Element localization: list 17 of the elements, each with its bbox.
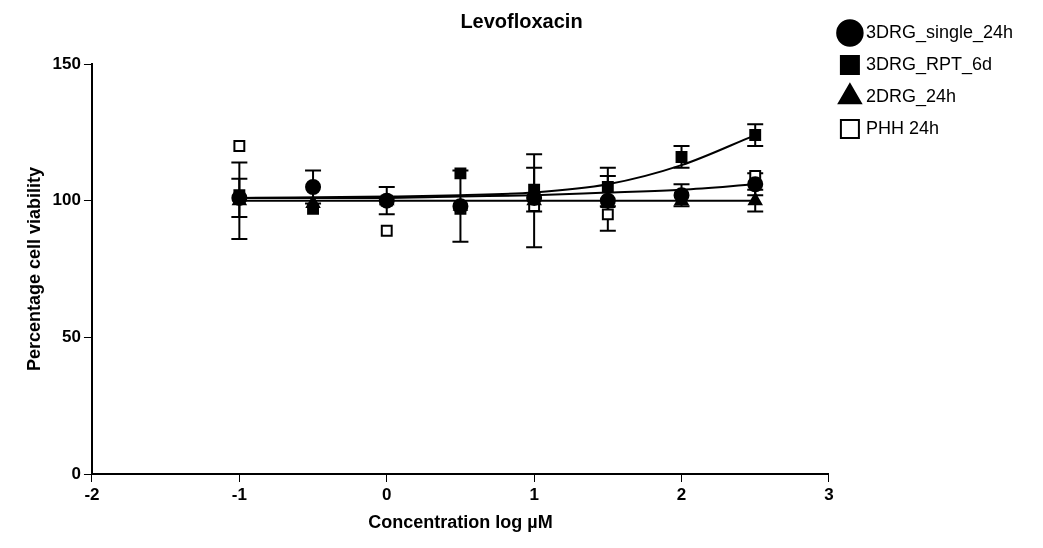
chart-title: Levofloxacin <box>460 9 583 32</box>
y-tick-label: 0 <box>71 463 81 483</box>
y-tick-label: 50 <box>62 327 81 347</box>
legend-label: 2DRG_24h <box>865 85 956 107</box>
x-tick-label: 2 <box>676 484 687 504</box>
x-axis-title: Concentration log µM <box>368 512 553 533</box>
y-tick-label: 100 <box>52 190 81 210</box>
legend-label: 3DRG_RPT_6d <box>865 53 992 75</box>
x-tick-label: 1 <box>529 484 539 504</box>
y-axis-title: Percentage cell viability <box>23 166 44 372</box>
legend-label: 3DRG_single_24h <box>865 21 1013 43</box>
x-tick-label: 0 <box>382 484 392 504</box>
legend-label: PHH 24h <box>865 117 939 138</box>
x-tick-label: -2 <box>84 484 100 504</box>
x-tick-label: 3 <box>824 484 834 504</box>
y-tick-label: 150 <box>52 53 81 73</box>
x-tick-label: -1 <box>231 484 247 504</box>
